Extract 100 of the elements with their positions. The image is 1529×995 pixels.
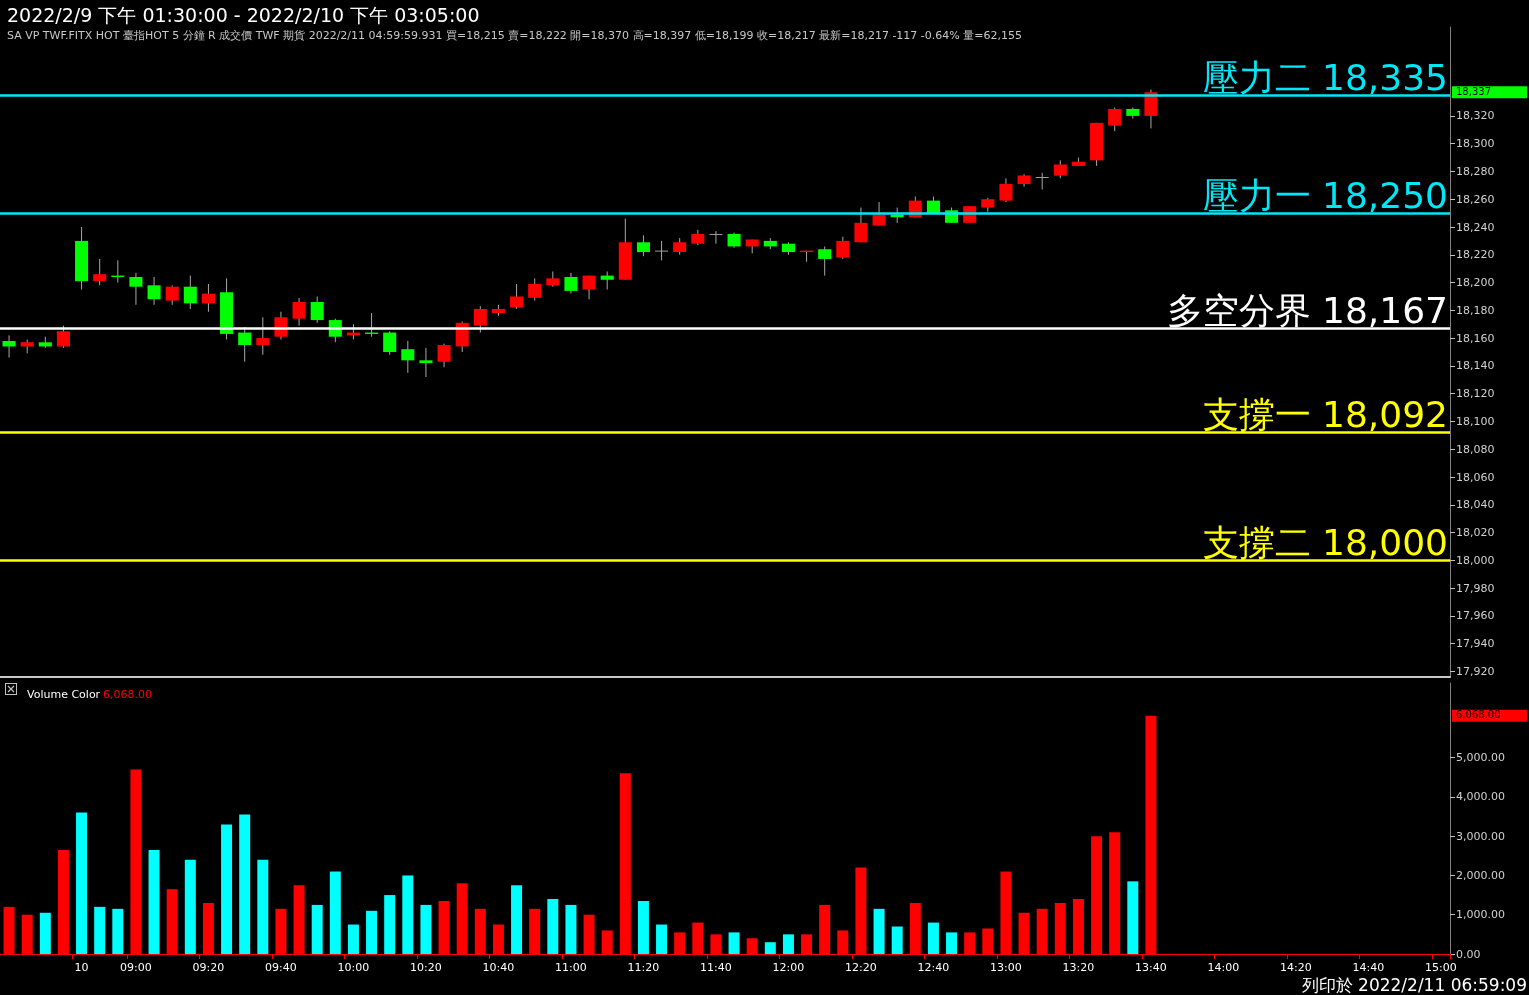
bar [148,849,160,954]
candlestick [93,258,107,286]
y-tick-label: 18,040 [1456,498,1495,512]
bar [1127,881,1139,954]
candlestick [56,325,70,349]
candlestick [1108,107,1122,132]
x-tick-label: 10 [74,961,89,974]
text: 列印於 2022/2/11 06:59:09 [1301,974,1527,995]
x-tick-label: 13:40 [1135,961,1167,974]
bar [257,859,269,954]
candlestick [836,236,850,260]
y-tick-label: 18,080 [1456,442,1495,456]
candlestick [1035,172,1049,190]
y-tick-label: 18,300 [1456,137,1495,151]
bar [94,906,106,954]
y-tick-label: 18,200 [1456,276,1495,290]
x-tick-label: 10:20 [410,961,442,974]
y-tick-label: 0.00 [1456,947,1481,961]
candlestick [854,207,868,243]
candlestick [201,283,215,313]
candlestick [473,305,487,334]
x-tick-label: 13:20 [1062,961,1095,974]
x-tick-label: 09:40 [265,961,297,974]
bar [420,904,432,954]
x-tick-label: 09:00 [120,961,152,974]
x-tick-label: 14:00 [1207,961,1240,974]
x-tick-label: 12:40 [917,961,950,974]
y-tick-label: 18,240 [1456,220,1495,234]
bar [637,900,649,954]
bar [764,942,776,954]
x-tick-label: 11:20 [627,961,660,974]
bar [76,812,88,954]
y-tick-label: 18,280 [1456,164,1495,178]
bar [221,824,233,954]
x-tick-label: 12:20 [845,961,877,974]
bar [384,895,396,954]
chart-title: 2022/2/9 下午 01:30:00 - 2022/2/10 下午 03:05:00 [7,3,480,26]
x-tick-label: 09:20 [192,961,225,974]
bar [728,932,740,954]
candlestick [183,275,197,310]
ref-line-label: 壓力一 18,250 [1202,174,1448,216]
y-tick-label: 17,980 [1456,581,1495,595]
y-tick-label: 5,000.00 [1456,751,1505,765]
text: Volume Color [27,688,101,701]
x-tick-label: 11:40 [700,961,732,974]
y-tick-label: 18,160 [1456,331,1495,345]
text: 6,068.00 [103,688,152,701]
bar [311,904,323,954]
y-tick-label: 3,000.00 [1456,829,1505,843]
bar [239,814,251,954]
candlestick [655,240,669,261]
candlestick [1053,159,1067,179]
bar [184,859,196,954]
bar [946,932,958,954]
candlestick [383,330,397,356]
candlestick [709,230,723,245]
ref-line-label: 支撐二 18,000 [1202,521,1448,563]
bar [329,871,341,954]
chart-subtitle: SA VP TWF.FITX HOT 臺指HOT 5 分鐘 R 成交價 TWF 期貨 2022/2/11 04:59:59.931 買=18,215 賣=18,222 開=18,370 高=18,397 低=18,199 收=18,217 最新=18,217 -117 -0.64% 量=62,155 [7,29,1022,42]
candlestick [129,272,143,306]
bar [112,908,124,954]
bar [347,924,359,954]
y-tick-label: 18,260 [1456,192,1495,206]
y-tick-label: 18,060 [1456,470,1495,484]
y-tick-label: 18,100 [1456,414,1495,428]
y-tick-label: 17,940 [1456,637,1495,651]
y-tick-label: 18,320 [1456,109,1495,123]
bar [565,904,577,954]
x-tick-label: 15:00 [1425,961,1457,974]
candlestick [564,272,578,295]
x-tick-label: 10:00 [337,961,370,974]
text: 6,068.00 [1456,709,1501,721]
x-tick-label: 12:00 [772,961,805,974]
candlestick [437,343,451,368]
text: 18,337 [1456,85,1491,97]
x-tick-label: 14:20 [1280,961,1312,974]
y-tick-label: 17,960 [1456,609,1495,623]
bar [402,875,414,954]
candlestick [147,276,161,306]
ref-line-label: 多空分界 18,167 [1166,289,1448,331]
y-tick-label: 18,140 [1456,359,1495,373]
x-tick-label: 13:00 [990,961,1022,974]
candlestick [310,295,324,324]
x-tick-label: 10:40 [482,961,515,974]
y-tick-label: 18,120 [1456,387,1495,401]
y-tick-label: 18,180 [1456,303,1495,317]
bar [927,922,939,954]
x-tick-label: 11:00 [555,961,587,974]
candlestick [600,270,614,290]
y-tick-label: 17,920 [1456,664,1495,678]
candlestick [292,297,306,327]
candlestick [818,245,832,277]
candlestick [872,201,886,227]
y-tick-label: 4,000.00 [1456,790,1505,804]
bar [39,912,51,954]
y-tick-label: 18,220 [1456,248,1495,262]
y-tick-label: 18,020 [1456,526,1495,540]
bar [366,910,378,954]
candlestick [419,347,433,378]
candlestick [999,177,1013,203]
